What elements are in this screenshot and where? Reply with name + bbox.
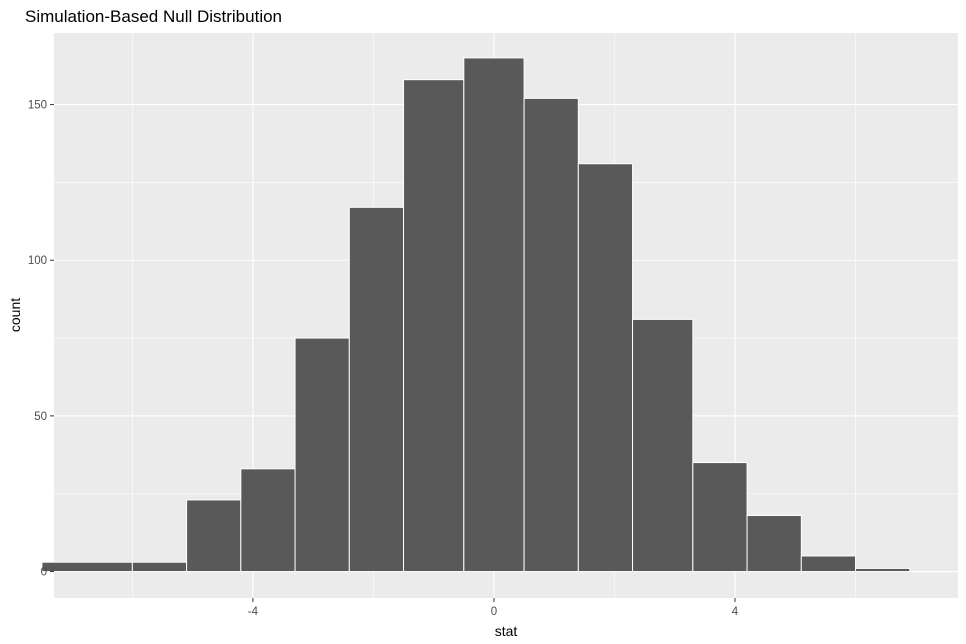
histogram-bar-11 (692, 462, 748, 573)
x-tick-label: -4 (248, 606, 259, 618)
y-axis-ticks: 0 50 100 150 (28, 100, 54, 579)
histogram-bar-13 (800, 555, 857, 573)
y-tick-label: 50 (34, 411, 47, 423)
x-axis-ticks: -4 0 4 (248, 598, 739, 618)
y-tick-label: 150 (28, 100, 47, 112)
histogram-bar-5 (348, 206, 405, 573)
histogram-bar-0 (41, 561, 133, 573)
histogram-bar-12 (746, 515, 802, 573)
y-axis-title: count (7, 298, 23, 332)
y-tick-label: 0 (41, 567, 47, 579)
histogram-bar-4 (294, 337, 350, 573)
histogram-bar-1 (131, 561, 188, 573)
histogram-bar-14 (855, 567, 911, 573)
histogram-bar-10 (632, 318, 694, 573)
histogram-bar-2 (186, 499, 242, 573)
histogram-bars (41, 57, 911, 573)
y-tick-label: 100 (28, 255, 47, 267)
chart-title: Simulation-Based Null Distribution (25, 7, 282, 26)
histogram-bar-6 (403, 79, 465, 573)
histogram-bar-9 (577, 163, 634, 573)
x-tick-label: 4 (732, 606, 739, 618)
x-tick-label: 0 (491, 606, 497, 618)
histogram-bar-8 (523, 97, 579, 573)
x-axis-title: stat (495, 623, 518, 639)
histogram-bar-7 (463, 57, 525, 573)
histogram-bar-3 (240, 468, 296, 573)
